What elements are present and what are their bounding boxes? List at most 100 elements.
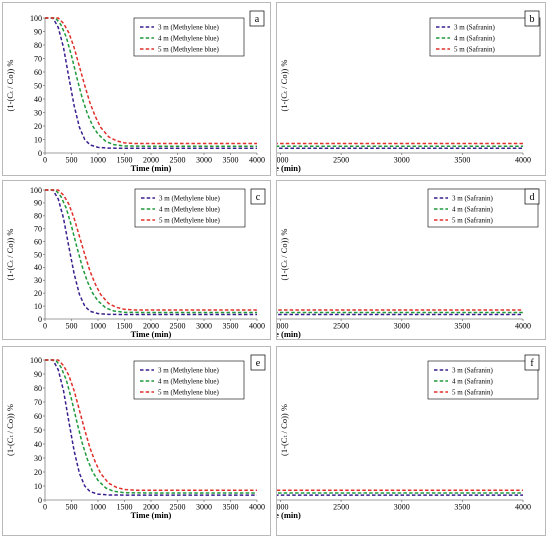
chart-panel-a: 0 10 20 30 40 50 60 70 80 90 100 0 500 1000 1500 2000 25…: [2, 2, 271, 176]
legend-entry: 4 m (Methylene blue): [158, 35, 220, 43]
y-tick-label: 80: [34, 41, 42, 50]
chart-panel-d: 0102030405060708090100050010001500200025…: [276, 180, 546, 340]
x-tick-label: 0: [43, 322, 47, 331]
panel-letter-box: [250, 354, 266, 371]
chart-panel-c: 0 10 20 30 40 50 60 70 80 90 100 0 500 1000 1500 2000 25…: [2, 180, 271, 340]
panel-letter-box: [249, 10, 265, 27]
chart-panel-e: 0 10 20 30 40 50 60 70 80 90 100 0 500 1000 1500 2000 25…: [2, 346, 271, 536]
y-axis-title: (1-(Cₜ / Co)) %: [279, 60, 289, 112]
x-tick-label: 2500: [170, 322, 186, 331]
x-tick-label: 500: [66, 156, 78, 165]
x-axis-title: Time (min): [131, 329, 172, 339]
series-line-2: [45, 189, 257, 314]
y-tick-label: 60: [34, 412, 42, 421]
x-axis-title: Time (min): [131, 163, 172, 173]
panel-letter-box: [250, 188, 266, 205]
x-tick-label: 2000: [143, 503, 159, 512]
y-tick-label: 20: [34, 468, 42, 477]
y-tick-label: 10: [34, 135, 42, 144]
y-tick-label: 0: [38, 315, 42, 324]
series-line-2: [45, 17, 257, 147]
panel-letter: e: [256, 358, 261, 369]
legend-entry: 5 m (Methylene blue): [159, 217, 221, 225]
x-tick-label: 3000: [196, 322, 212, 331]
legend-entry: 3 m (Methylene blue): [159, 195, 221, 203]
y-tick-label: 100: [30, 356, 42, 365]
x-tick-label: 1500: [117, 322, 133, 331]
y-tick-label: 60: [34, 68, 42, 77]
series-line-1: [45, 189, 257, 316]
panel-letter: f: [530, 358, 534, 369]
legend-entry: 4 m (Methylene blue): [159, 206, 221, 214]
y-tick-label: 0: [38, 149, 42, 158]
x-tick-label: 3000: [196, 156, 212, 165]
y-tick-label: 30: [34, 454, 42, 463]
x-tick-label: 4000: [515, 322, 531, 331]
legend-entry: 3 m (Safranin): [452, 195, 493, 203]
x-tick-label: 4000: [249, 503, 265, 512]
y-tick-label: 50: [34, 81, 42, 90]
series-line-1: [45, 17, 257, 150]
y-axis-title: (1-(Cₜ / Co)) %: [5, 404, 15, 456]
panel-letter: a: [255, 14, 260, 25]
y-tick-label: 30: [34, 276, 42, 285]
x-tick-label: 3000: [196, 503, 212, 512]
y-tick-label: 0: [38, 496, 42, 505]
y-tick-label: 10: [34, 482, 42, 491]
x-tick-label: 3500: [223, 503, 239, 512]
series-line-2: [45, 359, 257, 494]
legend-entry: 5 m (Safranin): [452, 217, 493, 225]
panel-letter-box: [524, 354, 540, 371]
legend-entry: 3 m (Safranin): [452, 367, 493, 375]
y-tick-label: 60: [34, 237, 42, 246]
y-tick-label: 100: [30, 186, 42, 195]
panel-letter-box: [524, 188, 540, 205]
x-tick-label: 3000: [394, 322, 410, 331]
x-tick-label: 1000: [90, 156, 106, 165]
y-tick-label: 30: [34, 108, 42, 117]
x-axis-title: Time (min): [277, 510, 301, 520]
x-tick-label: 3500: [454, 322, 470, 331]
x-tick-label: 0: [43, 156, 47, 165]
y-axis-title: (1-(Cₜ / Co)) %: [279, 404, 289, 456]
x-tick-label: 1000: [90, 322, 106, 331]
chart-svg-d: 0102030405060708090100050010001500200025…: [277, 188, 540, 339]
y-tick-label: 10: [34, 302, 42, 311]
x-tick-label: 3000: [394, 156, 410, 165]
legend-entry: 4 m (Safranin): [454, 35, 495, 43]
legend-entry: 4 m (Safranin): [452, 206, 493, 214]
panel-letter: c: [256, 192, 261, 203]
legend-entry: 5 m (Methylene blue): [158, 389, 220, 397]
y-tick-label: 20: [34, 122, 42, 131]
x-tick-label: 500: [66, 503, 78, 512]
x-tick-label: 1500: [117, 503, 133, 512]
y-tick-label: 70: [34, 54, 42, 63]
x-tick-label: 0: [43, 503, 47, 512]
x-tick-label: 2000: [143, 156, 159, 165]
panel-letter: d: [530, 192, 535, 203]
y-axis-title: (1-(Cₜ / Co)) %: [5, 229, 15, 281]
x-tick-label: 4000: [249, 156, 265, 165]
x-tick-label: 2000: [143, 322, 159, 331]
x-tick-label: 3500: [454, 503, 470, 512]
x-tick-label: 4000: [515, 503, 531, 512]
series-line-1: [45, 359, 257, 496]
legend-entry: 4 m (Safranin): [452, 378, 493, 386]
y-tick-label: 50: [34, 250, 42, 259]
chart-panel-f: 0102030405060708090100050010001500200025…: [276, 346, 546, 536]
series-line-3: [45, 189, 257, 311]
x-tick-label: 2000: [277, 503, 289, 512]
series-line-3: [45, 17, 257, 145]
x-tick-label: 3000: [394, 503, 410, 512]
x-tick-label: 3500: [223, 156, 239, 165]
y-tick-label: 40: [34, 95, 42, 104]
panel-letter: b: [530, 14, 535, 25]
y-tick-label: 80: [34, 212, 42, 221]
legend-entry: 5 m (Safranin): [454, 46, 495, 54]
x-tick-label: 2000: [277, 322, 289, 331]
y-tick-label: 100: [30, 14, 42, 23]
x-tick-label: 4000: [515, 156, 531, 165]
x-tick-label: 4000: [249, 322, 265, 331]
legend-entry: 3 m (Safranin): [454, 24, 495, 32]
